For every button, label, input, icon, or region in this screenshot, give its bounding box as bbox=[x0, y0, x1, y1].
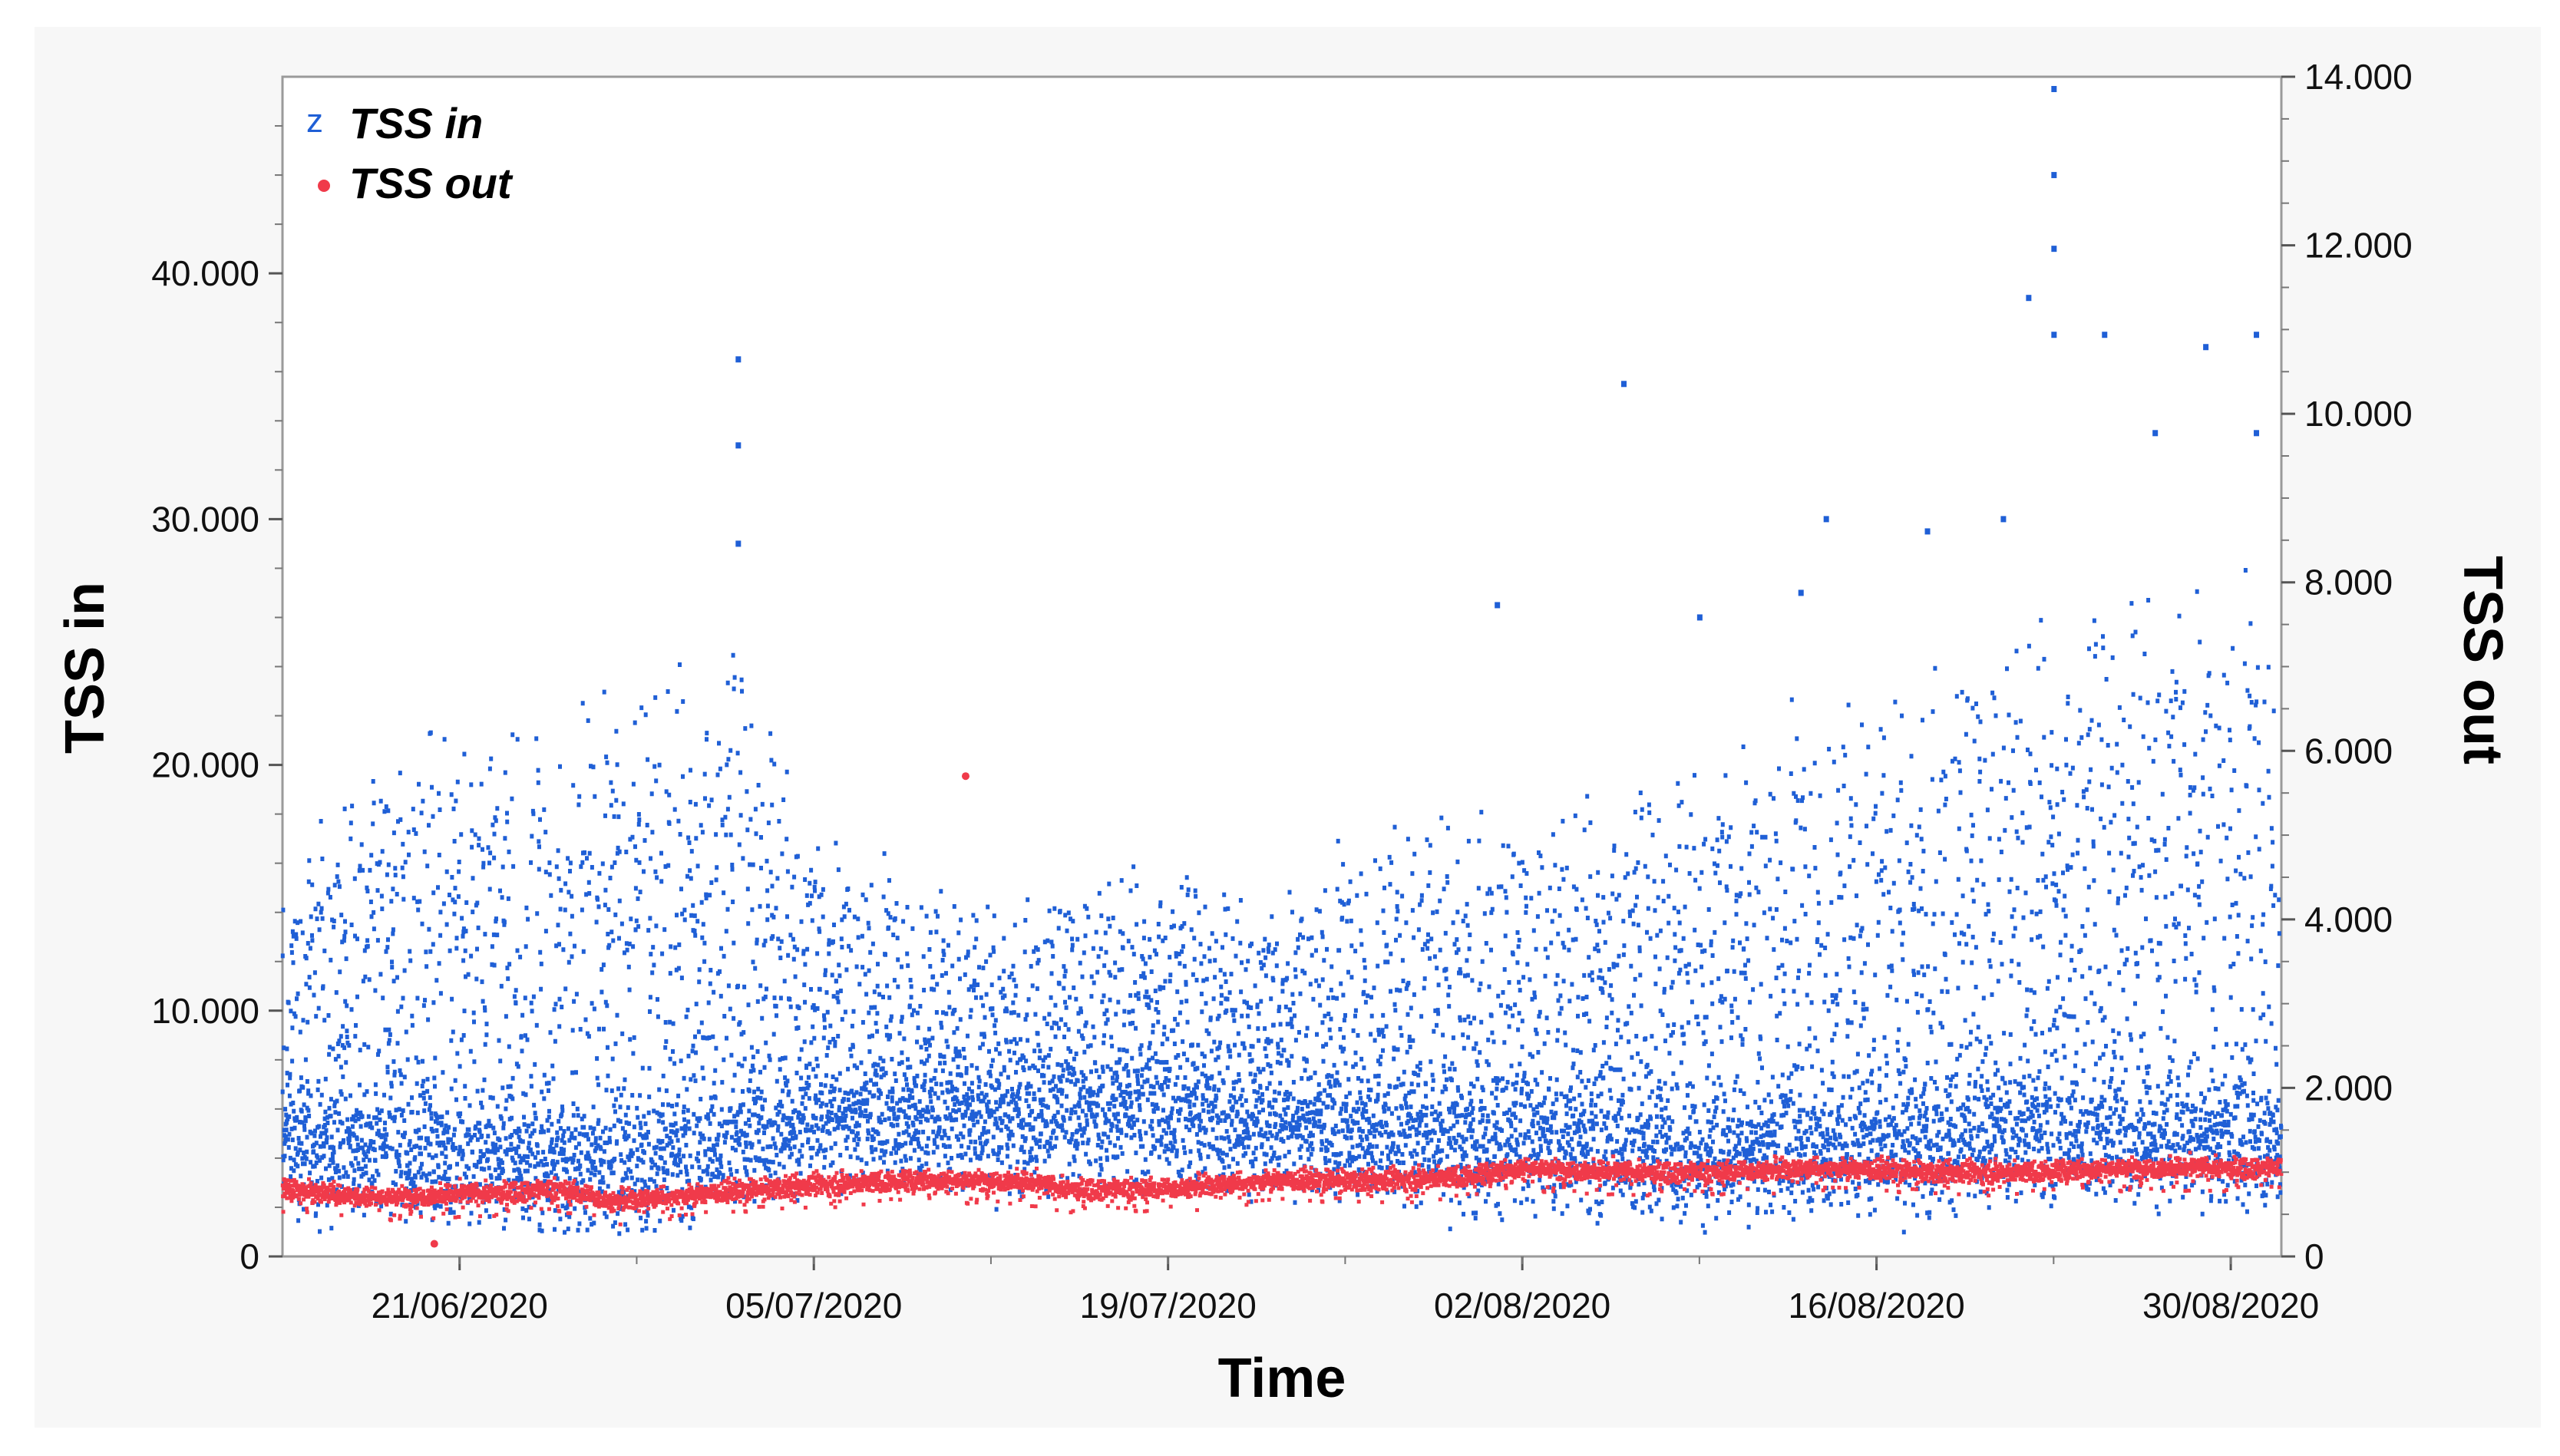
y-right-tick-label: 6.000 bbox=[2304, 731, 2393, 771]
legend-label-tss-in: TSS in bbox=[349, 99, 483, 147]
tss-in-spike-point bbox=[2102, 332, 2108, 338]
y-left-tick-label: 20.000 bbox=[151, 745, 259, 785]
tss-in-spike-point bbox=[1924, 528, 1931, 535]
x-tick-label: 30/08/2020 bbox=[2142, 1286, 2319, 1326]
tss-in-spike-point bbox=[2000, 516, 2007, 523]
tss-in-spike-point bbox=[1823, 516, 1829, 523]
y-right-tick-label: 2.000 bbox=[2304, 1068, 2393, 1108]
tss-in-spike-point bbox=[2026, 295, 2032, 302]
tss-in-spike-point bbox=[1798, 589, 1804, 596]
y-right-tick-label: 4.000 bbox=[2304, 900, 2393, 939]
y-right-tick-label: 14.000 bbox=[2304, 57, 2413, 97]
y-left-tick-label: 10.000 bbox=[151, 991, 259, 1031]
tss-in-spike-point bbox=[2051, 86, 2057, 93]
y-axis-left-title: TSS in bbox=[55, 582, 116, 754]
tss-in-spike-point bbox=[2051, 172, 2057, 179]
y-right-tick-label: 10.000 bbox=[2304, 394, 2413, 434]
tss-in-spike-point bbox=[735, 442, 742, 449]
tss-in-spike-point bbox=[2051, 246, 2057, 253]
x-tick-label: 05/07/2020 bbox=[725, 1286, 902, 1326]
y-left-tick-label: 30.000 bbox=[151, 499, 259, 539]
tss-out-outlier-point bbox=[430, 1240, 438, 1248]
tss-in-points bbox=[280, 568, 2284, 1236]
tss-in-spike-point bbox=[2254, 430, 2260, 437]
tss-in-spike-point bbox=[1696, 614, 1703, 621]
y-right-tick-label: 8.000 bbox=[2304, 563, 2393, 603]
tss-in-spike-point bbox=[2254, 332, 2260, 338]
series-tss-out bbox=[280, 772, 2284, 1248]
legend: z TSS in TSS out bbox=[306, 99, 514, 207]
tss-in-spike-point bbox=[2051, 332, 2057, 338]
legend-marker-tss-out bbox=[318, 180, 330, 192]
tss-in-spike-point bbox=[2203, 344, 2209, 351]
legend-label-tss-out: TSS out bbox=[349, 159, 514, 207]
tss-out-points bbox=[280, 1151, 2284, 1227]
tss-in-spike-point bbox=[1620, 381, 1627, 388]
tss-in-spike-point bbox=[735, 540, 742, 547]
x-tick-label: 02/08/2020 bbox=[1434, 1286, 1610, 1326]
x-axis-title: Time bbox=[1218, 1348, 1346, 1409]
y-axis-right-title: TSS out bbox=[2452, 556, 2513, 764]
x-tick-label: 16/08/2020 bbox=[1788, 1286, 1964, 1326]
legend-marker-tss-in: z bbox=[306, 102, 323, 140]
y-axis-left: 0 10.000 20.000 30.000 40.000 bbox=[151, 125, 282, 1276]
y-left-tick-label: 0 bbox=[239, 1236, 259, 1276]
y-left-tick-label: 40.000 bbox=[151, 253, 259, 293]
y-right-tick-label: 0 bbox=[2304, 1236, 2324, 1276]
y-right-tick-label: 12.000 bbox=[2304, 226, 2413, 266]
tss-in-spike-point bbox=[735, 356, 742, 363]
x-axis: 21/06/2020 05/07/2020 19/07/2020 02/08/2020… bbox=[372, 1256, 2319, 1326]
tss-in-spike-point bbox=[2152, 430, 2159, 437]
tss-in-spike-point bbox=[1495, 602, 1501, 609]
tss-out-outlier-point bbox=[961, 772, 969, 781]
y-axis-right: 0 2.000 4.000 6.000 8.000 10.000 12.000 14.000 bbox=[2281, 57, 2413, 1276]
plot-area bbox=[281, 75, 2283, 1258]
x-tick-label: 21/06/2020 bbox=[372, 1286, 548, 1326]
x-tick-label: 19/07/2020 bbox=[1080, 1286, 1257, 1326]
series-tss-in bbox=[280, 86, 2284, 1236]
